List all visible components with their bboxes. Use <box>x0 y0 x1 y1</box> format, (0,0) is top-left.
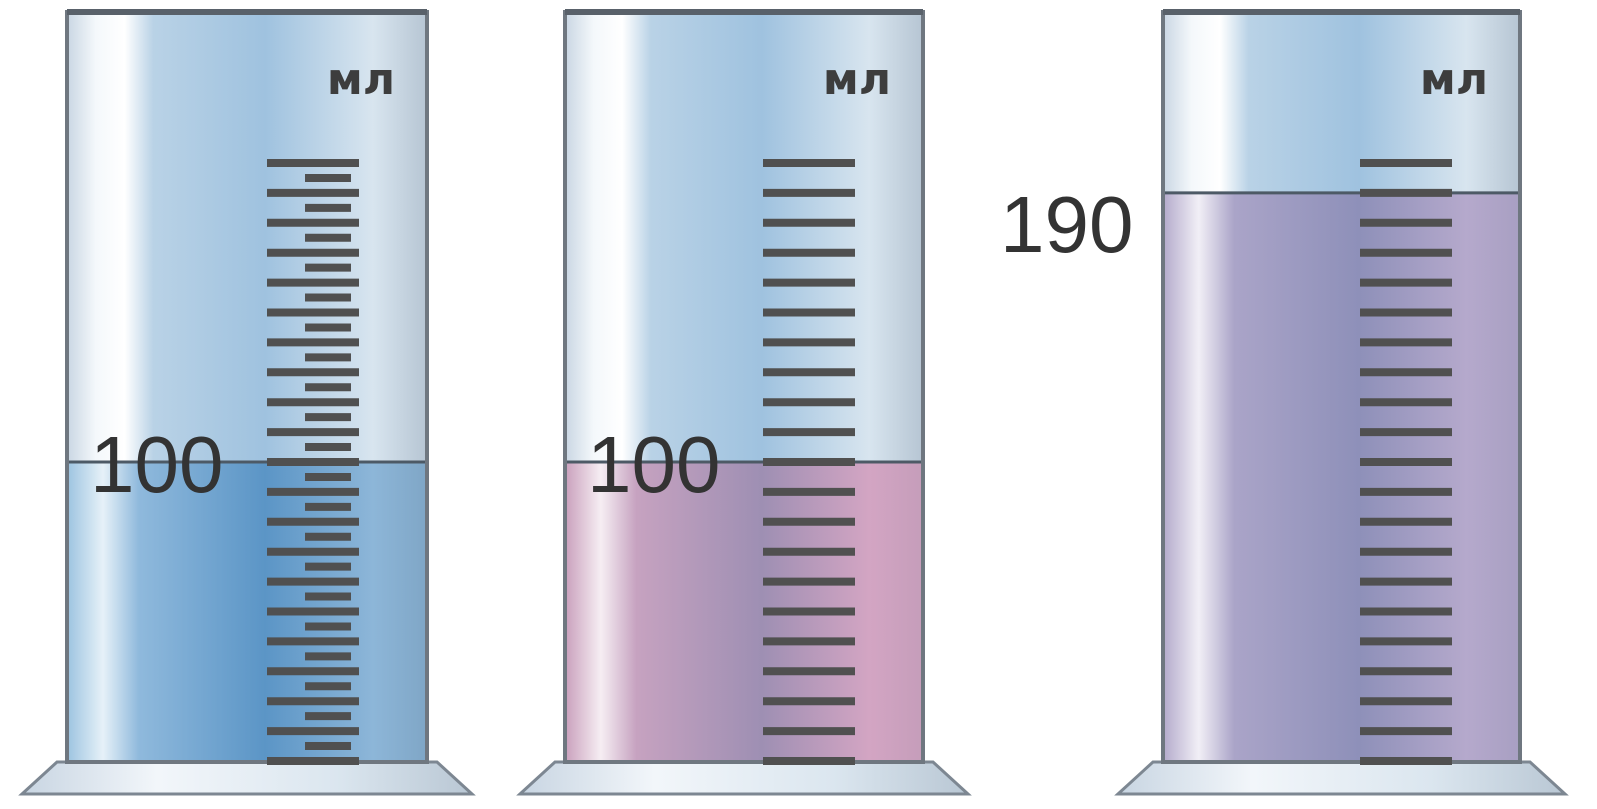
liquid <box>1163 192 1520 762</box>
cylinder-base <box>18 760 476 796</box>
cylinder-base <box>1114 760 1569 796</box>
level-label: 100 <box>587 420 720 509</box>
level-label: 190 <box>1000 180 1133 269</box>
unit-label: мл <box>823 54 891 105</box>
unit-label: мл <box>327 54 395 105</box>
level-label: 100 <box>90 420 223 509</box>
cylinder-1: мл 100 <box>18 9 476 796</box>
cylinder-2: мл 100 <box>516 9 972 796</box>
liquid <box>565 462 923 762</box>
cylinder-3: мл 190 <box>1000 9 1569 796</box>
unit-label: мл <box>1420 54 1488 105</box>
liquid <box>67 462 427 762</box>
cylinder-base <box>516 760 972 796</box>
